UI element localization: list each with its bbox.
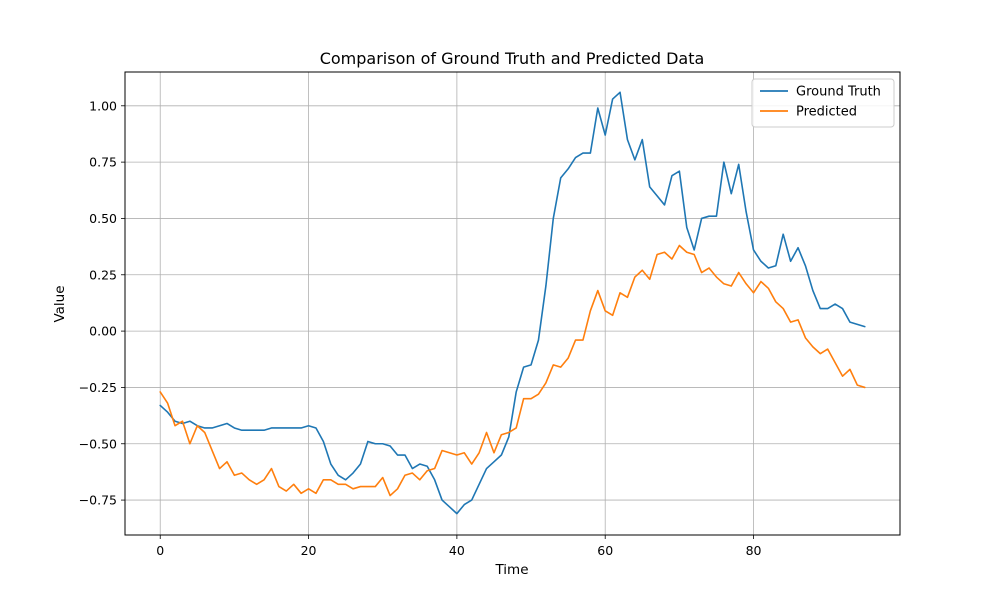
y-tick-label: −0.50 <box>79 436 117 451</box>
y-tick-label: 0.75 <box>89 155 117 170</box>
y-tick-label: 0.25 <box>89 267 117 282</box>
axis-ticks: 0 20 40 60 80 −0.75 −0.50 −0.25 0.00 0.25 0.50 0.75… <box>79 98 762 558</box>
x-tick-label: 80 <box>746 543 762 558</box>
legend-label: Ground Truth <box>796 85 881 100</box>
y-tick-label: −0.75 <box>79 493 117 508</box>
plot-frame <box>124 71 901 536</box>
series-line-predicted <box>159 244 866 497</box>
series-line-ground-truth <box>159 91 866 515</box>
y-tick-label: −0.25 <box>79 380 117 395</box>
y-tick-label: 0.00 <box>89 324 117 339</box>
y-tick-label: 0.50 <box>89 211 117 226</box>
x-tick-label: 40 <box>449 543 465 558</box>
y-axis-title: Value <box>52 285 68 322</box>
series-layer <box>159 91 866 515</box>
y-tick-label: 1.00 <box>89 98 117 113</box>
x-tick-label: 0 <box>156 543 164 558</box>
legend-label: Predicted <box>796 105 857 120</box>
legend: Ground Truth Predicted <box>751 78 895 128</box>
chart-title: Comparison of Ground Truth and Predicted… <box>320 49 705 68</box>
grid-lines <box>125 72 900 535</box>
x-tick-label: 20 <box>301 543 317 558</box>
x-tick-label: 60 <box>597 543 613 558</box>
x-axis-title: Time <box>494 562 528 578</box>
